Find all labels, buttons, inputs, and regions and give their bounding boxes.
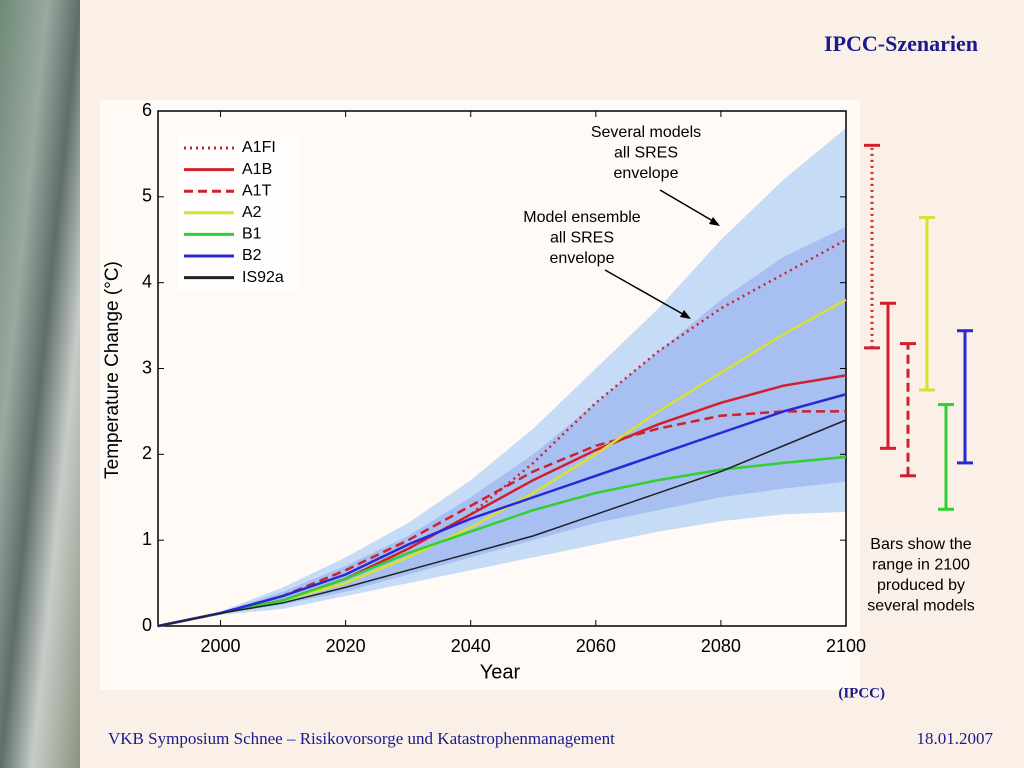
arrow xyxy=(604,269,689,318)
legend-label: A1B xyxy=(242,161,272,178)
legend-label: A2 xyxy=(242,204,262,221)
annotation: several models xyxy=(867,598,975,615)
series-line xyxy=(157,393,847,628)
x-tick-label: 2080 xyxy=(701,636,741,656)
envelope xyxy=(158,226,846,626)
annotation: Bars show the xyxy=(870,536,971,553)
annotation: envelope xyxy=(614,165,679,182)
x-tick-label: 2000 xyxy=(201,636,241,656)
x-axis-label: Year xyxy=(480,661,521,683)
plot: 0 1 2 3 4 5 6 2000 2020 2040 2060 2080 2100 xyxy=(142,100,866,656)
y-axis-label: Temperature Change (°C) xyxy=(102,261,123,479)
legend-label: B1 xyxy=(242,226,262,243)
annotation: Several models xyxy=(591,124,701,141)
y-tick-label: 2 xyxy=(142,443,152,463)
x-tick-label: 2100 xyxy=(826,636,866,656)
y-tick-label: 6 xyxy=(142,100,152,120)
x-tick-label: 2040 xyxy=(451,636,491,656)
arrowhead xyxy=(680,310,691,319)
series-line xyxy=(157,419,847,627)
legend-label: B2 xyxy=(242,247,262,264)
legend-label: A1FI xyxy=(242,139,276,156)
date: 18.01.2007 xyxy=(917,729,994,748)
arrow xyxy=(659,189,719,225)
series-line xyxy=(157,455,847,628)
arrowhead xyxy=(709,217,720,226)
annotation: all SRES xyxy=(614,145,678,162)
footer: VKB Symposium Schnee – Risikovorsorge un… xyxy=(108,729,615,748)
x-tick-label: 2020 xyxy=(326,636,366,656)
y-tick-label: 3 xyxy=(142,357,152,377)
x-tick-label: 2060 xyxy=(576,636,616,656)
y-tick-label: 4 xyxy=(142,271,152,291)
annotation: Model ensemble xyxy=(523,209,641,226)
annotation: all SRES xyxy=(550,230,614,247)
slide-title: IPCC-Szenarien xyxy=(824,31,978,56)
annotation: envelope xyxy=(550,250,615,267)
side-image xyxy=(0,0,80,768)
annotation: range in 2100 xyxy=(872,557,970,574)
y-tick-label: 1 xyxy=(142,529,152,549)
legend-label: A1T xyxy=(242,182,272,199)
legend-label: IS92a xyxy=(242,269,284,286)
annotation: produced by xyxy=(877,577,965,594)
source: (IPCC) xyxy=(838,685,885,701)
y-tick-label: 0 xyxy=(142,615,152,635)
y-tick-label: 5 xyxy=(142,186,152,206)
